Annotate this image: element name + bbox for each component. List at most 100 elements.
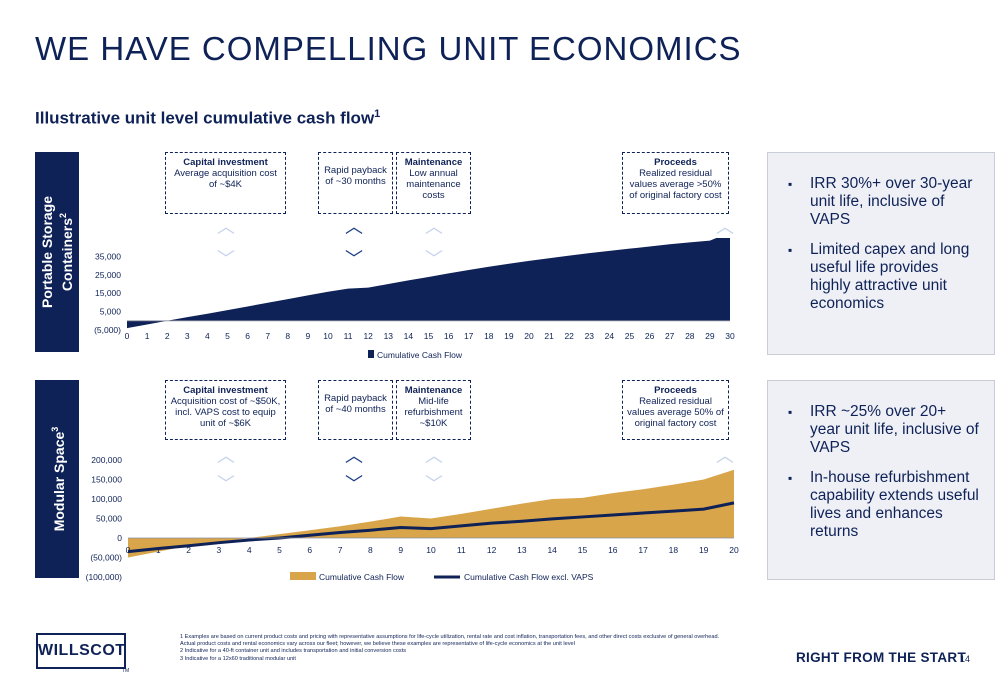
section-label-line2-wrap: Containers2: [55, 196, 75, 308]
y-tick-label: 0: [117, 533, 122, 543]
y-tick-label: 50,000: [96, 514, 122, 524]
section-label-line1: Portable Storage: [39, 195, 56, 309]
callout-body: Rapid payback of ~40 months: [324, 393, 387, 415]
x-tick-label: 28: [685, 331, 695, 341]
chevron-down-icon: ﹀: [425, 249, 443, 269]
x-tick-label: 8: [285, 331, 290, 341]
willscot-logo: WILLSCOT: [36, 633, 126, 669]
section-label-portable-storage: Portable Storage Containers2: [35, 152, 79, 352]
x-tick-label: 2: [186, 545, 191, 555]
chevron-up-icon: ︿: [425, 217, 443, 237]
section-label-text: Portable Storage Containers2: [39, 196, 75, 308]
section-label-sup: 3: [50, 426, 61, 432]
page-number: 14: [960, 654, 971, 664]
legend-label: Cumulative Cash Flow: [319, 572, 405, 582]
callout-body: Mid-life refurbishment ~$10K: [404, 396, 463, 429]
x-tick-label: 26: [645, 331, 655, 341]
x-tick-label: 3: [217, 545, 222, 555]
series-area: [128, 469, 734, 558]
bullet-list: IRR ~25% over 20+ year unit life, inclus…: [788, 403, 980, 541]
bullet-item: IRR 30%+ over 30-year unit life, inclusi…: [788, 175, 980, 229]
y-tick-label: 25,000: [95, 270, 121, 280]
x-tick-label: 1: [145, 331, 150, 341]
chevron-up-icon: ︿: [716, 217, 734, 237]
x-tick-label: 24: [605, 331, 615, 341]
tagline: RIGHT FROM THE START: [796, 650, 966, 665]
section-label-sup: 2: [58, 212, 69, 218]
section-label-line2: Containers: [58, 217, 75, 292]
chevron-up-icon: ︿: [217, 446, 235, 466]
x-tick-label: 20: [524, 331, 534, 341]
x-tick-label: 18: [669, 545, 679, 555]
x-tick-label: 11: [344, 331, 353, 341]
chevron-up-icon: ︿: [425, 446, 443, 466]
callout-proceeds: Proceeds Realized residual values averag…: [622, 152, 729, 214]
x-tick-label: 22: [564, 331, 574, 341]
x-tick-label: 10: [323, 331, 333, 341]
x-tick-label: 23: [585, 331, 595, 341]
modular-space-chart: (100,000)(50,000)050,000100,000150,00020…: [86, 455, 739, 582]
legend-label: Cumulative Cash Flow: [377, 350, 463, 360]
x-tick-label: 13: [517, 545, 527, 555]
x-tick-label: 15: [424, 331, 434, 341]
bullet-item: In-house refurbishment capability extend…: [788, 469, 980, 541]
callout-body: Acquisition cost of ~$50K, incl. VAPS co…: [170, 396, 281, 429]
portable-storage-highlights: IRR 30%+ over 30-year unit life, inclusi…: [767, 152, 995, 355]
x-tick-label: 3: [185, 331, 190, 341]
subtitle-footnote-ref: 1: [374, 108, 381, 120]
x-tick-label: 4: [205, 331, 210, 341]
callout-body: Rapid payback of ~30 months: [324, 165, 387, 187]
callout-body: Average acquisition cost of ~$4K: [174, 168, 277, 190]
callout-body: Realized residual values average 50% of …: [627, 396, 724, 429]
x-tick-label: 29: [705, 331, 715, 341]
modular-space-highlights: IRR ~25% over 20+ year unit life, inclus…: [767, 380, 995, 580]
series-line: [127, 501, 735, 554]
legend-swatch: [290, 572, 316, 580]
chevron-down-icon: ﹀: [425, 474, 443, 494]
section-label-modular-space: Modular Space3: [35, 380, 79, 578]
x-tick-label: 1: [156, 545, 161, 555]
x-tick-label: 9: [306, 331, 311, 341]
x-tick-label: 27: [665, 331, 675, 341]
y-tick-label: 35,000: [95, 251, 121, 261]
x-tick-label: 16: [608, 545, 618, 555]
x-tick-label: 5: [277, 545, 282, 555]
x-tick-label: 12: [487, 545, 497, 555]
chevron-up-icon: ︿: [345, 217, 363, 237]
x-tick-label: 0: [125, 331, 130, 341]
x-tick-label: 2: [165, 331, 170, 341]
x-tick-label: 30: [725, 331, 735, 341]
chevron-down-icon: ﹀: [345, 249, 363, 269]
callout-heading: Capital investment: [183, 385, 268, 396]
y-tick-label: (100,000): [86, 572, 123, 582]
callout-capital-investment: Capital investment Average acquisition c…: [165, 152, 286, 214]
callout-payback: Rapid payback of ~30 months: [318, 152, 393, 214]
x-tick-label: 9: [398, 545, 403, 555]
chevron-down-icon: ﹀: [217, 249, 235, 269]
x-tick-label: 25: [625, 331, 635, 341]
callout-payback: Rapid payback of ~40 months: [318, 380, 393, 440]
x-tick-label: 17: [464, 331, 474, 341]
trademark-mark: TM: [122, 668, 130, 674]
x-tick-label: 13: [384, 331, 394, 341]
x-tick-label: 6: [307, 545, 312, 555]
callout-proceeds: Proceeds Realized residual values averag…: [622, 380, 729, 440]
x-tick-label: 0: [126, 545, 131, 555]
x-tick-label: 20: [729, 545, 739, 555]
bullet-list: IRR 30%+ over 30-year unit life, inclusi…: [788, 175, 980, 313]
section-label-line1: Modular Space: [50, 431, 67, 532]
footnote: 3 Indicative for a 12x60 traditional mod…: [180, 655, 296, 662]
x-tick-label: 14: [547, 545, 557, 555]
page-title: WE HAVE COMPELLING UNIT ECONOMICS: [35, 30, 742, 67]
y-tick-label: 150,000: [91, 475, 122, 485]
chart-subtitle: Illustrative unit level cumulative cash …: [35, 108, 380, 129]
y-tick-label: 5,000: [100, 307, 122, 317]
section-label-text: Modular Space3: [47, 427, 67, 532]
chevron-up-icon: ︿: [716, 446, 734, 466]
y-tick-label: (50,000): [90, 553, 122, 563]
x-tick-label: 8: [368, 545, 373, 555]
callout-heading: Proceeds: [654, 157, 697, 168]
legend-swatch: [368, 350, 374, 358]
footnote: Actual product costs and rental economic…: [180, 641, 575, 648]
